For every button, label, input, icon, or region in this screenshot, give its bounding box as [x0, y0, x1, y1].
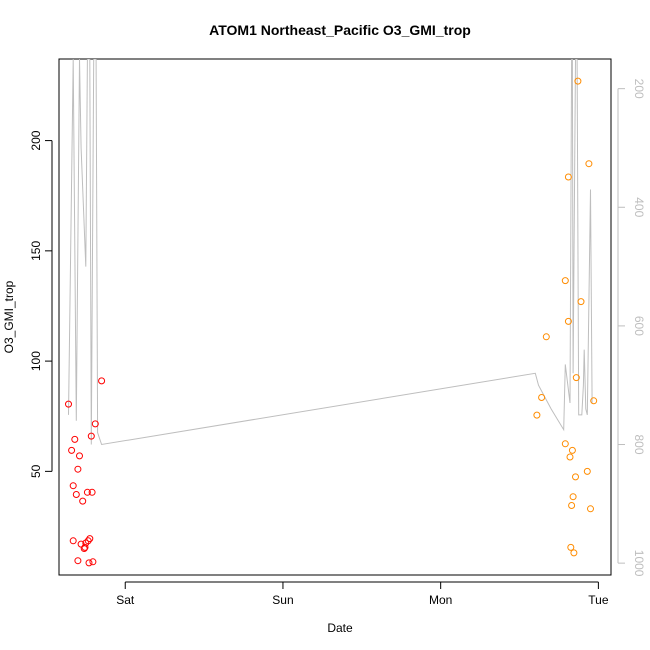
data-point — [88, 488, 96, 496]
data-point — [81, 543, 89, 551]
y2-tick-label: 1000 — [632, 550, 646, 577]
data-point — [89, 558, 97, 566]
pressure-line — [68, 59, 593, 446]
data-point — [570, 549, 578, 557]
data-point — [71, 435, 79, 443]
data-point — [68, 446, 76, 454]
x-tick-label: Sat — [116, 593, 135, 607]
data-point — [86, 535, 94, 543]
data-point — [82, 539, 90, 547]
y-tick-label: 50 — [29, 464, 43, 478]
data-point — [585, 160, 593, 168]
data-point — [568, 446, 576, 454]
y2-tick-label: 800 — [632, 435, 646, 455]
data-point — [79, 497, 87, 505]
data-point — [574, 77, 582, 85]
data-point — [577, 298, 585, 306]
x-tick-label: Mon — [429, 593, 452, 607]
y2-axis: 200 400 600 800 1000 — [617, 79, 646, 577]
y-axis-label: O3_GMI_trop — [2, 280, 16, 353]
data-point — [564, 173, 572, 181]
data-point — [98, 377, 106, 385]
y-tick-label: 150 — [29, 241, 43, 261]
data-point — [72, 491, 80, 498]
data-point — [74, 465, 82, 473]
data-points — [65, 77, 598, 567]
data-point — [76, 452, 83, 460]
data-point — [569, 493, 577, 501]
data-point — [587, 505, 594, 513]
data-point — [561, 277, 569, 285]
data-point — [533, 411, 541, 419]
data-point — [69, 537, 77, 545]
data-point — [564, 317, 572, 325]
x-tick-label: Tue — [588, 593, 609, 607]
data-point — [566, 453, 574, 461]
data-point — [65, 400, 72, 408]
data-point — [590, 397, 598, 405]
data-point — [538, 394, 546, 401]
data-point — [542, 333, 550, 341]
data-point — [85, 559, 93, 567]
y2-tick-label: 600 — [632, 316, 646, 336]
plot-area — [58, 58, 612, 576]
pressure-line-layer — [68, 59, 593, 446]
x-axis-label: Date — [327, 621, 353, 635]
x-axis: Sat Sun Mon Tue — [116, 581, 609, 607]
data-point — [91, 420, 99, 428]
data-point — [74, 557, 82, 565]
chart-title: ATOM1 Northeast_Pacific O3_GMI_trop — [209, 22, 471, 38]
y-axis: 50 100 150 200 — [29, 130, 53, 478]
data-point — [561, 440, 569, 448]
y2-tick-label: 400 — [632, 197, 646, 217]
data-point — [572, 374, 580, 382]
data-point — [69, 482, 77, 490]
data-point — [572, 473, 579, 481]
y-tick-label: 200 — [29, 130, 43, 150]
y-tick-label: 100 — [29, 351, 43, 371]
data-point — [568, 502, 576, 509]
x-tick-label: Sun — [272, 593, 293, 607]
y2-tick-label: 200 — [632, 79, 646, 99]
data-point — [87, 432, 95, 440]
data-point — [567, 543, 575, 551]
data-point — [84, 537, 92, 545]
data-point — [83, 488, 91, 496]
data-point — [583, 467, 591, 475]
